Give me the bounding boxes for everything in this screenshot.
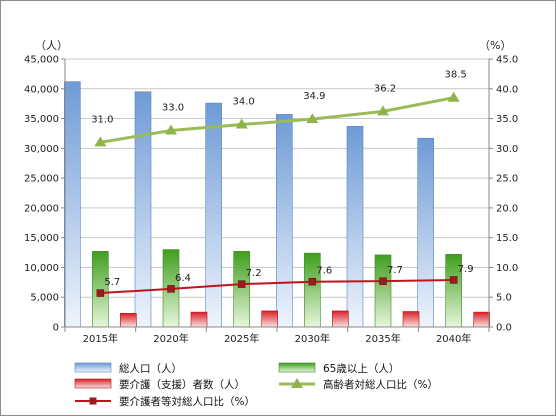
bar-total-population: [205, 102, 222, 328]
x-tick-label: 2015年: [83, 332, 118, 345]
x-tick-label: 2040年: [436, 332, 471, 345]
care-ratio-point: [167, 285, 175, 293]
elderly-ratio-label: 31.0: [91, 114, 113, 125]
bar-total-population: [346, 125, 364, 328]
care-ratio-line: [100, 278, 454, 295]
bar-age65-plus: [233, 251, 250, 328]
care-ratio-label: 7.6: [316, 266, 332, 277]
legend-marker: [291, 378, 303, 388]
bar-age65-plus: [92, 251, 109, 328]
legend-marker: [89, 397, 97, 405]
right-tick-label: 45.0: [496, 55, 518, 66]
right-tick-label: 25.0: [496, 174, 518, 185]
elderly-ratio-point: [377, 105, 389, 116]
left-tick-label: 0: [53, 323, 59, 334]
legend-swatch: [74, 378, 112, 389]
elderly-ratio-point: [165, 124, 177, 135]
bars: [64, 81, 490, 328]
elderly-ratio-label: 33.0: [162, 102, 184, 113]
elderly-ratio-line: [100, 96, 454, 144]
legend-label: 総人口（人）: [119, 362, 182, 375]
left-tick-label: 20,000: [24, 203, 59, 214]
x-tick-label: 2020年: [153, 332, 188, 345]
legend-label: 要介護（支援）者数（人）: [119, 378, 245, 391]
legend-label: 65歳以上（人）: [323, 363, 399, 375]
left-tick-label: 25,000: [24, 174, 59, 185]
x-tick-label: 2030年: [295, 332, 330, 345]
care-ratio-point: [237, 280, 246, 288]
bar-care-recipients: [473, 311, 490, 328]
legend-label: 高齢者対総人口比（%）: [323, 378, 438, 391]
elderly-ratio-label: 34.9: [303, 91, 325, 102]
bar-total-population: [276, 114, 293, 328]
x-tick-label: 2025年: [224, 332, 259, 345]
care-ratio-point: [449, 276, 458, 284]
elderly-ratio-point: [235, 118, 248, 129]
bar-care-recipients: [120, 313, 137, 328]
elderly-ratio-point: [94, 136, 107, 147]
legend-swatch: [278, 362, 316, 373]
left-tick-label: 5,000: [30, 293, 59, 304]
legend: 総人口（人） 65歳以上（人） 要介護（支援）者数（人） 高齢者対総人口比（%） 要介護…: [74, 362, 438, 408]
x-tick-label: 2035年: [365, 332, 400, 345]
left-tick-label: 45,000: [24, 55, 59, 66]
elderly-ratio-label: 38.5: [445, 70, 467, 81]
bar-total-population: [64, 81, 81, 328]
bar-care-recipients: [261, 310, 278, 328]
right-tick-label: 5.0: [496, 293, 512, 304]
right-tick-label: 20.0: [496, 203, 518, 214]
left-tick-label: 30,000: [24, 144, 59, 155]
lines: [94, 91, 460, 297]
bar-care-recipients: [190, 311, 208, 328]
care-ratio-label: 7.2: [246, 268, 262, 279]
care-ratio-label: 7.9: [458, 264, 474, 275]
legend-swatch: [74, 362, 112, 373]
elderly-ratio-label: 34.0: [233, 97, 255, 108]
left-tick-label: 10,000: [24, 263, 59, 274]
bar-care-recipients: [332, 310, 349, 328]
left-tick-label: 35,000: [24, 114, 59, 125]
data-labels: 31.0 33.0 34.0 34.9 36.2 38.5 5.7 6.4 7.2 7.6 7.7 7…: [91, 70, 473, 288]
care-ratio-label: 7.7: [387, 265, 403, 276]
bar-care-recipients: [402, 311, 420, 328]
elderly-ratio-point: [447, 91, 460, 102]
elderly-ratio-point: [306, 113, 319, 124]
right-tick-label: 30.0: [496, 144, 518, 155]
right-tick-label: 10.0: [496, 263, 518, 274]
right-tick-label: 40.0: [496, 84, 518, 95]
care-ratio-label: 6.4: [175, 273, 191, 284]
right-tick-label: 0.0: [496, 323, 512, 334]
right-axis-unit: （%）: [479, 39, 511, 52]
care-ratio-label: 5.7: [104, 277, 120, 288]
left-axis-unit: （人）: [35, 39, 68, 52]
axes: 0 5,000 10,000 15,000 20,000 25,000 30,000 35,0…: [24, 55, 518, 346]
left-tick-label: 15,000: [24, 233, 59, 244]
right-tick-label: 15.0: [496, 233, 518, 244]
care-ratio-point: [308, 277, 317, 286]
legend-label: 要介護者等対総人口比（%）: [119, 395, 255, 408]
bar-total-population: [417, 137, 434, 328]
care-ratio-point: [96, 289, 105, 297]
elderly-ratio-label: 36.2: [374, 83, 396, 94]
bar-age65-plus: [304, 252, 321, 328]
left-tick-label: 40,000: [24, 84, 59, 95]
care-ratio-point: [379, 277, 387, 285]
right-tick-label: 35.0: [496, 114, 518, 125]
